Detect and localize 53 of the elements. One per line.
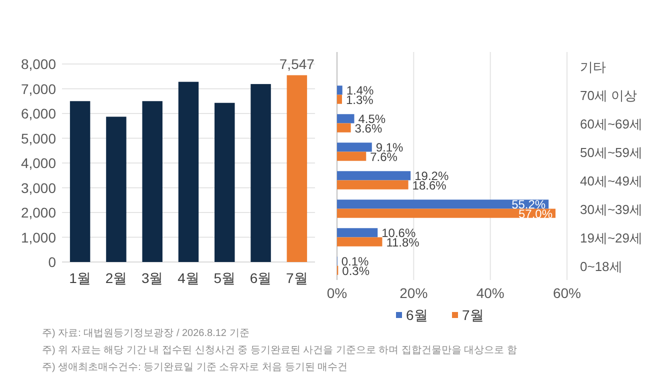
- x-tick-label: 2월: [105, 270, 128, 286]
- bar: [337, 208, 556, 218]
- text: 주) 위 자료는 해당 기간 내 접수된 신청사건 중 등기완료된 사건을 기준으로 하며 집합건물만을 대상으로 함: [42, 345, 518, 356]
- x-tick-label: 7월: [286, 270, 308, 286]
- y-tick-label: 기타: [580, 59, 606, 74]
- x-tick-label: 20%: [400, 285, 428, 301]
- y-tick-label: 0~18세: [580, 258, 622, 274]
- x-tick-label: 60%: [552, 285, 582, 301]
- y-tick-label: 50세~59세: [580, 144, 643, 160]
- y-tick-label: 6,000: [20, 106, 56, 122]
- y-tick-label: 60세~69세: [580, 116, 643, 132]
- data-label: 7,547: [279, 56, 315, 72]
- x-tick-label: 6월: [250, 270, 272, 286]
- bar: [106, 116, 126, 262]
- y-tick-label: 1,000: [20, 229, 56, 246]
- bar: [250, 84, 271, 262]
- bar: [337, 114, 354, 124]
- bar: [337, 228, 378, 238]
- y-tick-label: 7,000: [20, 80, 56, 97]
- y-tick-label: 70세 이상: [580, 88, 638, 103]
- bar: [337, 200, 549, 209]
- y-tick-label: 0: [48, 254, 56, 270]
- bar: [337, 142, 372, 152]
- bar: [337, 86, 342, 95]
- y-tick-label: 8,000: [20, 56, 56, 72]
- x-tick-label: 0%: [326, 285, 348, 301]
- y-tick-label: 40세~49세: [580, 173, 643, 188]
- bar: [286, 75, 308, 262]
- y-tick-label: 2,000: [20, 204, 56, 220]
- legend-label: 7월: [462, 307, 484, 323]
- text: 주) 생애최초매수건수: 등기완료일 기준 소유자로 처음 등기된 매수건: [42, 362, 348, 373]
- bar: [70, 101, 90, 262]
- text: 주) 자료: 대법원등기정보광장 / 2026.8.12 기준: [42, 328, 250, 339]
- x-tick-label: 5월: [214, 270, 236, 286]
- bar: [337, 123, 351, 132]
- bar: [214, 102, 235, 262]
- bar: [337, 94, 342, 104]
- x-tick-label: 3월: [141, 270, 164, 286]
- legend-label: 6월: [406, 307, 428, 323]
- x-tick-label: 40%: [476, 285, 504, 301]
- bar: [142, 101, 162, 262]
- y-tick-label: 5,000: [20, 130, 56, 146]
- bar: [178, 82, 199, 262]
- y-tick-label: 3,000: [20, 180, 56, 196]
- y-tick-label: 4,000: [20, 155, 56, 171]
- bar: [337, 152, 366, 161]
- x-tick-label: 4월: [178, 270, 200, 286]
- bar: [337, 237, 382, 246]
- x-tick-label: 1월: [69, 270, 91, 286]
- y-tick-label: 19세~29세: [580, 230, 643, 246]
- y-tick-label: 30세~39세: [580, 202, 643, 217]
- bar: [337, 180, 408, 190]
- bar: [337, 171, 411, 180]
